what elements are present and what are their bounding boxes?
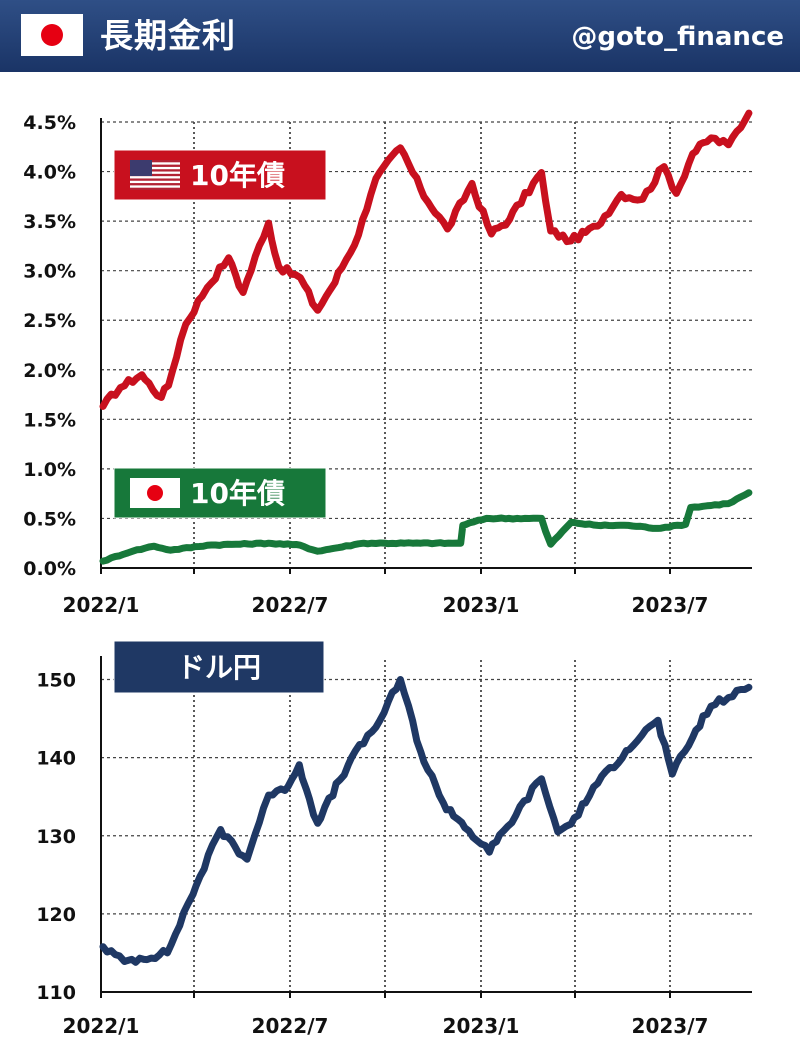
x-tick-label: 2023/7 [632, 1014, 709, 1038]
y-tick-label: 0.0% [23, 558, 76, 580]
series-line [99, 109, 753, 410]
flag-red-circle [147, 485, 163, 501]
y-tick-label: 1.0% [23, 459, 76, 481]
y-tick-label: 4.0% [23, 162, 76, 184]
y-tick-label: 4.5% [23, 112, 76, 134]
y-tick-label: 1.5% [23, 409, 76, 431]
x-tick-label: 2023/7 [632, 593, 709, 617]
flag-stripe [130, 164, 180, 167]
flag-stripe [130, 178, 180, 181]
y-tick-label: 130 [36, 826, 76, 848]
y-tick-label: 140 [36, 748, 76, 770]
japan-flag-icon [21, 14, 83, 56]
flag-stripe [130, 160, 180, 163]
author-handle: @goto_finance [571, 22, 784, 52]
flag-red-circle [41, 24, 63, 46]
x-tick-label: 2022/7 [252, 1014, 329, 1038]
legend-label: ドル円 [177, 651, 261, 684]
y-tick-label: 2.5% [23, 310, 76, 332]
y-tick-label: 150 [36, 670, 76, 692]
legend-label: 10年債 [190, 477, 285, 510]
flag-canton [130, 160, 152, 176]
y-tick-label: 0.5% [23, 508, 76, 530]
legend-box: 10年債 [113, 467, 327, 519]
y-tick-label: 120 [36, 904, 76, 926]
legend-label: 10年債 [190, 159, 285, 192]
x-tick-label: 2023/1 [443, 593, 520, 617]
flag-stripe [130, 169, 180, 172]
y-tick-label: 2.0% [23, 360, 76, 382]
page-title: 長期金利 [100, 16, 236, 55]
x-tick-label: 2022/7 [252, 593, 329, 617]
japan-flag-icon [130, 478, 180, 508]
flag-stripe [130, 173, 180, 177]
y-tick-label: 110 [36, 982, 76, 1004]
usdjpy-chart: 110 120 130 140 150 2022/1 2022/7 2023/1 2023/7 ド… [36, 640, 753, 1038]
yield-chart: 0.0% 0.5% 1.0% 1.5% 2.0% 2.5% 3.0% 3.5% 4.0% 4.5%… [23, 109, 753, 617]
series-line [99, 489, 753, 565]
y-tick-label: 3.5% [23, 211, 76, 233]
legend-box: 10年債 [113, 149, 327, 201]
us-flag-icon [130, 160, 180, 190]
flag-stripe [130, 183, 180, 186]
y-tick-label: 3.0% [23, 261, 76, 283]
header-bar: 長期金利 @goto_finance [0, 0, 800, 72]
flag-stripe [130, 187, 180, 190]
legend-background [113, 640, 325, 694]
x-tick-label: 2022/1 [63, 1014, 140, 1038]
x-tick-label: 2023/1 [443, 1014, 520, 1038]
x-tick-label: 2022/1 [63, 593, 140, 617]
legend-box: ドル円 [113, 640, 325, 694]
series-line [99, 676, 753, 966]
